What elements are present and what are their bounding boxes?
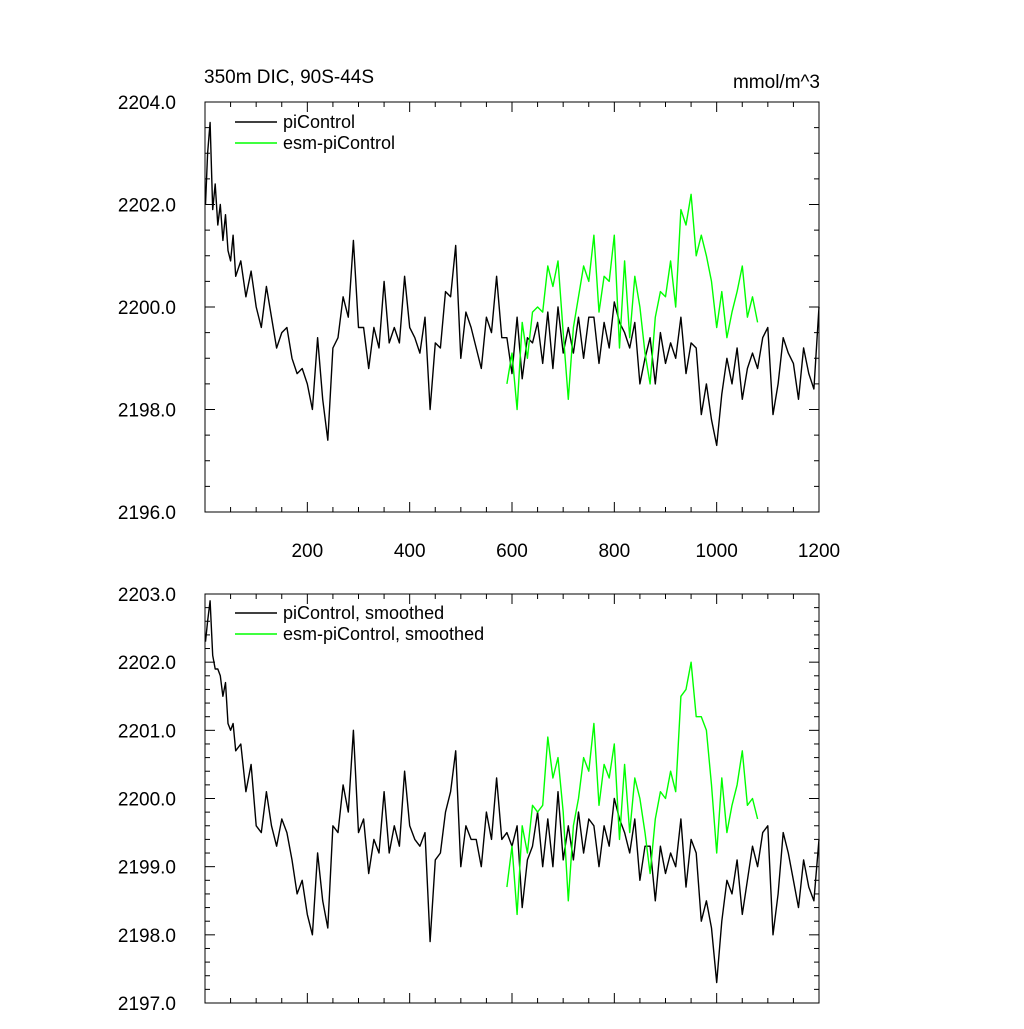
top-legend-label-0: piControl xyxy=(283,112,355,132)
bottom-legend-label-1: esm-piControl, smoothed xyxy=(283,624,484,644)
bottom-y-tick-label-3: 2200.0 xyxy=(118,790,176,811)
bottom-y-tick-label-0: 2197.0 xyxy=(118,994,176,1015)
top-x-tick-label-400: 400 xyxy=(394,541,426,562)
bottom-legend-label-0: piControl, smoothed xyxy=(283,603,444,623)
top-y-tick-label-3: 2202.0 xyxy=(118,196,176,217)
top-y-tick-label-4: 2204.0 xyxy=(118,93,176,114)
top-series-line-1 xyxy=(506,193,759,411)
top-x-tick-label-600: 600 xyxy=(496,541,528,562)
bottom-y-tick-label-6: 2203.0 xyxy=(118,585,176,606)
bottom-y-tick-label-1: 2198.0 xyxy=(118,926,176,947)
top-x-tick-label-800: 800 xyxy=(598,541,630,562)
bottom-y-tick-label-2: 2199.0 xyxy=(118,858,176,879)
bottom-y-tick-label-5: 2202.0 xyxy=(118,653,176,674)
bottom-series-line-1 xyxy=(506,661,759,916)
panel-bottom: 2197.0 2198.0 2199.0 2200.0 2201.0 2202.0 2203… xyxy=(118,585,820,1015)
top-y-tick-label-1: 2198.0 xyxy=(118,401,176,422)
top-x-tick-label-200: 200 xyxy=(291,541,323,562)
panel-top-title: 350m DIC, 90S-44S xyxy=(204,67,374,88)
top-x-tick-label-1200: 1200 xyxy=(798,541,840,562)
panel-top-units: mmol/m^3 xyxy=(733,72,820,93)
top-x-tick-label-1000: 1000 xyxy=(696,541,738,562)
top-legend-label-1: esm-piControl xyxy=(283,133,395,153)
bottom-series-line-0 xyxy=(204,600,820,984)
top-series-line-0 xyxy=(204,121,820,447)
bottom-y-tick-label-4: 2201.0 xyxy=(118,721,176,742)
top-y-tick-label-0: 2196.0 xyxy=(118,503,176,524)
top-y-tick-label-2: 2200.0 xyxy=(118,298,176,319)
panel-top: 200 400 600 800 1000 1200 2196.0 2198.0 2200.0 22… xyxy=(118,93,840,562)
